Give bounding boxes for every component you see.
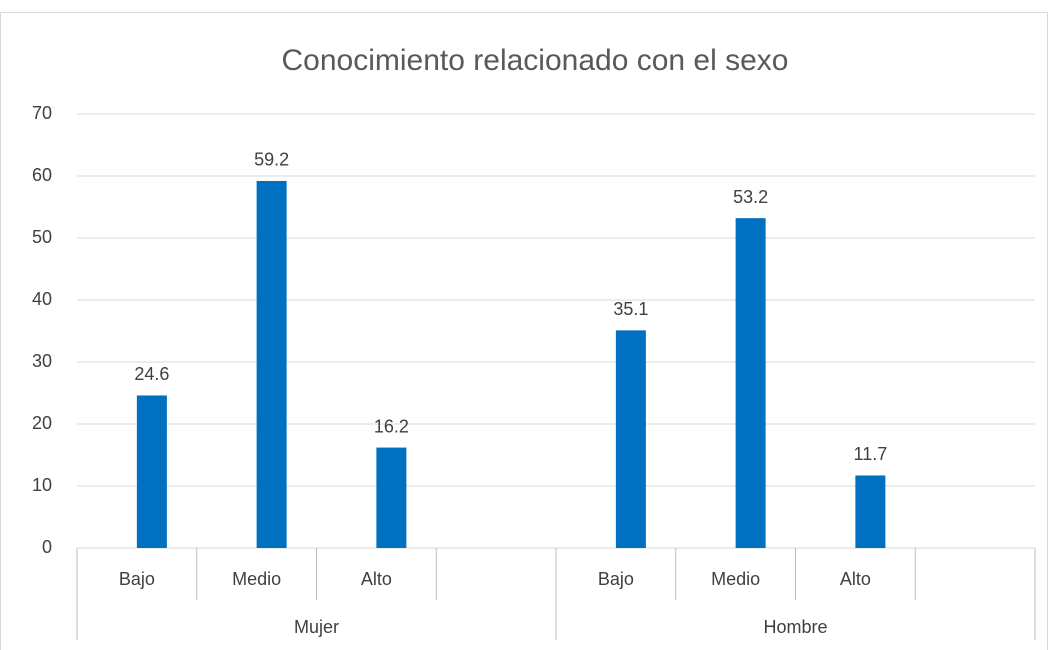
- y-tick-label: 70: [32, 103, 52, 123]
- x-tick-label: Alto: [840, 569, 871, 589]
- y-tick-label: 50: [32, 227, 52, 247]
- data-label: 59.2: [254, 150, 289, 170]
- x-tick-label: Medio: [232, 569, 281, 589]
- chart-title: Conocimiento relacionado con el sexo: [282, 44, 789, 77]
- data-label: 53.2: [733, 187, 768, 207]
- y-tick-label: 20: [32, 413, 52, 433]
- bar: [855, 475, 886, 548]
- x-tick-label: Medio: [711, 569, 760, 589]
- data-label: 11.7: [854, 444, 888, 464]
- x-tick-label: Bajo: [119, 569, 155, 589]
- bar: [735, 218, 766, 548]
- y-tick-label: 40: [32, 289, 52, 309]
- y-tick-label: 60: [32, 165, 52, 185]
- data-label: 16.2: [374, 416, 409, 436]
- y-tick-label: 0: [42, 537, 52, 557]
- x-tick-label: Alto: [361, 569, 392, 589]
- bar: [136, 395, 167, 548]
- data-label: 35.1: [613, 299, 648, 319]
- group-label: Mujer: [294, 617, 339, 637]
- x-tick-label: Bajo: [598, 569, 634, 589]
- bar: [256, 180, 287, 548]
- data-label: 24.6: [134, 364, 169, 384]
- y-tick-label: 10: [32, 475, 52, 495]
- y-tick-label: 30: [32, 351, 52, 371]
- bar: [615, 330, 646, 548]
- group-label: Hombre: [763, 617, 827, 637]
- chart-frame: [0, 12, 1048, 650]
- bar: [376, 447, 407, 548]
